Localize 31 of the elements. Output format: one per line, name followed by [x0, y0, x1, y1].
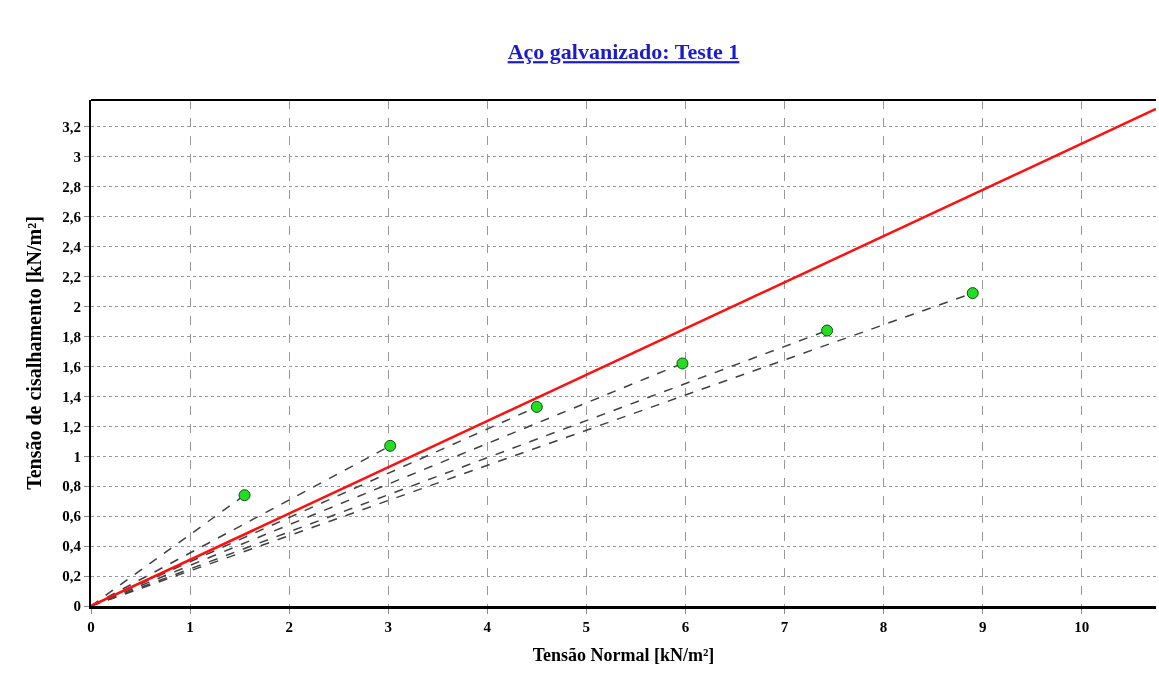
- x-tick-label: 5: [582, 619, 591, 635]
- x-tick-label: 6: [681, 619, 690, 635]
- y-tick-label: 2,6: [62, 209, 82, 226]
- y-axis-title: Tensão de cisalhamento [kN/m²]: [23, 216, 46, 490]
- y-tick-label: 0,8: [62, 478, 81, 495]
- y-tick-label: 0,6: [62, 508, 82, 525]
- x-tick-label: 0: [87, 619, 95, 635]
- chart-title: Aço galvanizado: Teste 1: [507, 39, 740, 65]
- y-tick-label: 3,2: [62, 119, 81, 136]
- y-tick-label: 2,8: [62, 179, 81, 196]
- y-tick-label: 0: [73, 598, 81, 615]
- y-tick-label: 1: [73, 448, 81, 465]
- y-tick-label: 0,4: [62, 538, 82, 555]
- x-tick-label: 4: [483, 619, 492, 635]
- x-axis-title: Tensão Normal [kN/m²]: [532, 645, 715, 666]
- y-tick-label: 1,8: [62, 328, 81, 345]
- x-tick-label: 7: [780, 619, 789, 635]
- y-tick-label: 2,2: [62, 268, 81, 285]
- y-tick-label: 1,2: [62, 418, 81, 435]
- x-tick-label: 8: [879, 619, 888, 635]
- y-tick-label: 1,4: [62, 388, 82, 405]
- y-tick-label: 1,6: [62, 358, 82, 375]
- y-tick-label: 0,2: [62, 568, 81, 585]
- x-tick-label: 1: [186, 619, 194, 635]
- x-tick-label: 2: [285, 619, 293, 635]
- x-tick-label: 3: [384, 619, 392, 635]
- x-tick-label: 10: [1074, 619, 1090, 635]
- x-tick-label: 9: [978, 619, 987, 635]
- y-tick-label: 2: [73, 298, 81, 315]
- y-tick-label: 2,4: [62, 238, 82, 255]
- y-tick-label: 3: [73, 149, 81, 166]
